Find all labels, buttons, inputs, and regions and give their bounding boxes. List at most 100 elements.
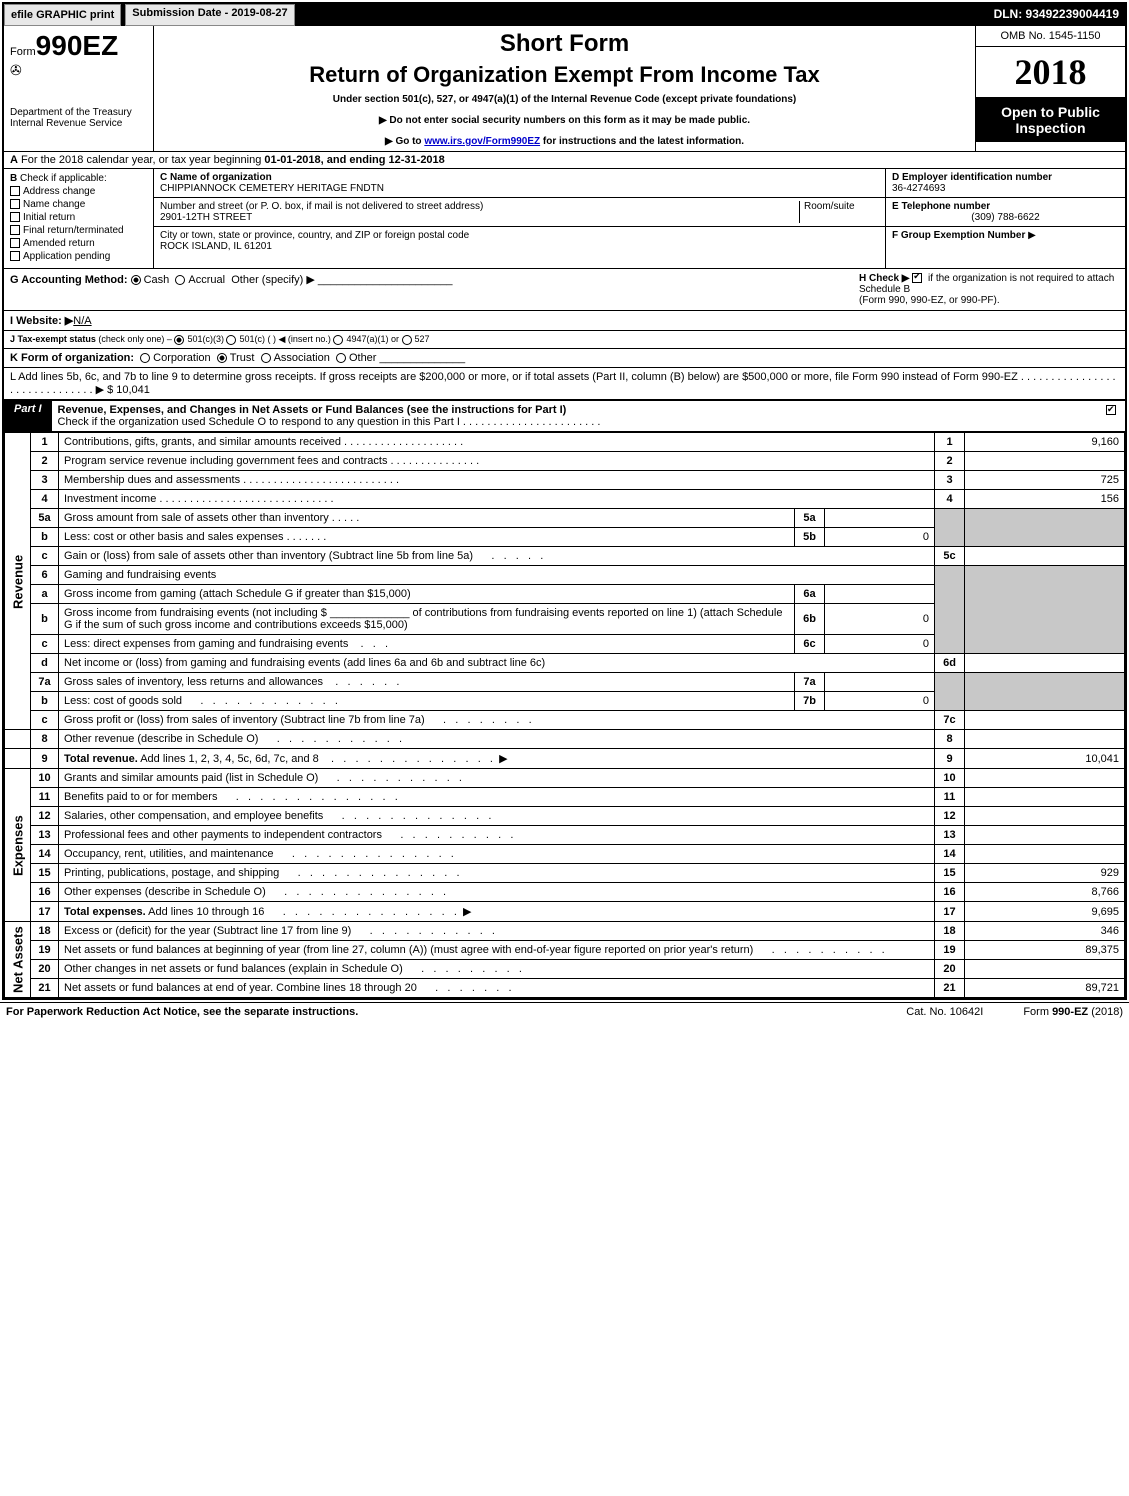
r8-num: 8 bbox=[935, 730, 965, 749]
line-k-label: K Form of organization: bbox=[10, 352, 134, 364]
dept-treasury: Department of the Treasury bbox=[10, 107, 147, 118]
radio-corporation[interactable] bbox=[140, 353, 150, 363]
r16-num: 16 bbox=[935, 883, 965, 902]
radio-accrual-label: Accrual bbox=[188, 274, 225, 286]
grey-7ab-val bbox=[965, 673, 1125, 711]
box-d-label: D Employer identification number bbox=[892, 172, 1052, 183]
box-c-label: C Name of organization bbox=[160, 172, 272, 183]
radio-501c[interactable] bbox=[226, 335, 236, 345]
r4-desc: Investment income bbox=[64, 493, 156, 505]
r8-n: 8 bbox=[31, 730, 59, 749]
row-7c: c Gross profit or (loss) from sales of i… bbox=[5, 711, 1125, 730]
r4-n: 4 bbox=[31, 490, 59, 509]
line-j-label: J Tax-exempt status bbox=[10, 334, 96, 344]
chk-amended-return[interactable] bbox=[10, 238, 20, 248]
r5a-desc: Gross amount from sale of assets other t… bbox=[64, 512, 329, 524]
chk-final-return-label: Final return/terminated bbox=[23, 225, 124, 236]
form-ref: Form 990-EZ (2018) bbox=[1023, 1006, 1123, 1018]
radio-cash[interactable] bbox=[131, 275, 141, 285]
revenue-side-cont2 bbox=[5, 749, 31, 769]
r6b-desc: Gross income from fundraising events (no… bbox=[59, 604, 795, 635]
radio-other-org[interactable] bbox=[336, 353, 346, 363]
radio-association[interactable] bbox=[261, 353, 271, 363]
r2-desc: Program service revenue including govern… bbox=[64, 455, 387, 467]
r12-desc: Salaries, other compensation, and employ… bbox=[64, 810, 323, 822]
r17-val: 9,695 bbox=[965, 902, 1125, 922]
chk-amended-return-label: Amended return bbox=[23, 238, 95, 249]
row-15: 15 Printing, publications, postage, and … bbox=[5, 864, 1125, 883]
r14-val bbox=[965, 845, 1125, 864]
row-5a: 5a Gross amount from sale of assets othe… bbox=[5, 509, 1125, 528]
ein-value: 36-4274693 bbox=[892, 183, 1119, 194]
opt-association: Association bbox=[274, 352, 330, 364]
row-18: Net Assets 18 Excess or (deficit) for th… bbox=[5, 922, 1125, 941]
chk-final-return[interactable] bbox=[10, 225, 20, 235]
r2-num: 2 bbox=[935, 452, 965, 471]
chk-address-change-label: Address change bbox=[23, 186, 95, 197]
row-14: 14 Occupancy, rent, utilities, and maint… bbox=[5, 845, 1125, 864]
city-label: City or town, state or province, country… bbox=[160, 230, 879, 241]
chk-schedule-o-part1[interactable] bbox=[1106, 405, 1116, 415]
accounting-other: Other (specify) ▶ bbox=[231, 274, 315, 286]
chk-application-pending[interactable] bbox=[10, 251, 20, 261]
row-13: 13 Professional fees and other payments … bbox=[5, 826, 1125, 845]
r7b-n: b bbox=[31, 692, 59, 711]
revenue-side-cont bbox=[5, 730, 31, 749]
r1-desc: Contributions, gifts, grants, and simila… bbox=[64, 436, 341, 448]
r6d-val bbox=[965, 654, 1125, 673]
r21-num: 21 bbox=[935, 979, 965, 998]
irs-link[interactable]: www.irs.gov/Form990EZ bbox=[424, 136, 540, 147]
street-address: 2901-12TH STREET bbox=[160, 212, 799, 223]
r20-val bbox=[965, 960, 1125, 979]
chk-name-change[interactable] bbox=[10, 199, 20, 209]
r6b-subval: 0 bbox=[825, 604, 935, 635]
r15-val: 929 bbox=[965, 864, 1125, 883]
r21-n: 21 bbox=[31, 979, 59, 998]
radio-527[interactable] bbox=[402, 335, 412, 345]
open-public-badge: Open to Public Inspection bbox=[976, 98, 1125, 142]
r7c-val bbox=[965, 711, 1125, 730]
box-f-label: F Group Exemption Number bbox=[892, 230, 1025, 241]
radio-4947[interactable] bbox=[333, 335, 343, 345]
r12-num: 12 bbox=[935, 807, 965, 826]
line-i-label: I Website: ▶ bbox=[10, 315, 73, 327]
r6c-desc: Less: direct expenses from gaming and fu… bbox=[64, 638, 348, 650]
r11-desc: Benefits paid to or for members bbox=[64, 791, 217, 803]
r6c-subval: 0 bbox=[825, 635, 935, 654]
line-j-note: (check only one) – bbox=[98, 334, 172, 344]
radio-accrual[interactable] bbox=[175, 275, 185, 285]
chk-schedule-b[interactable] bbox=[912, 273, 922, 283]
r6-n: 6 bbox=[31, 566, 59, 585]
radio-trust[interactable] bbox=[217, 353, 227, 363]
chk-address-change[interactable] bbox=[10, 186, 20, 196]
r6c-sub: 6c bbox=[795, 635, 825, 654]
part-1-title: Revenue, Expenses, and Changes in Net As… bbox=[52, 400, 1100, 432]
chk-initial-return[interactable] bbox=[10, 212, 20, 222]
header-right: OMB No. 1545-1150 2018 Open to Public In… bbox=[975, 26, 1125, 151]
website-value: N/A bbox=[73, 315, 91, 327]
r16-val: 8,766 bbox=[965, 883, 1125, 902]
opt-trust: Trust bbox=[230, 352, 255, 364]
form-header: Form990EZ ✇ Department of the Treasury I… bbox=[4, 26, 1125, 152]
r5c-num: 5c bbox=[935, 547, 965, 566]
row-1: Revenue 1 Contributions, gifts, grants, … bbox=[5, 433, 1125, 452]
r7a-desc: Gross sales of inventory, less returns a… bbox=[64, 676, 323, 688]
r5b-sub: 5b bbox=[795, 528, 825, 547]
row-21: 21 Net assets or fund balances at end of… bbox=[5, 979, 1125, 998]
r19-desc: Net assets or fund balances at beginning… bbox=[64, 944, 753, 956]
r15-n: 15 bbox=[31, 864, 59, 883]
org-name: CHIPPIANNOCK CEMETERY HERITAGE FNDTN bbox=[160, 183, 879, 194]
efile-print-button[interactable]: efile GRAPHIC print bbox=[4, 4, 121, 26]
box-b: B Check if applicable: Address change Na… bbox=[4, 169, 154, 268]
r19-num: 19 bbox=[935, 941, 965, 960]
r1-num: 1 bbox=[935, 433, 965, 452]
r13-num: 13 bbox=[935, 826, 965, 845]
r6a-sub: 6a bbox=[795, 585, 825, 604]
no-ssn-notice: ▶ Do not enter social security numbers o… bbox=[164, 115, 965, 126]
page-footer: For Paperwork Reduction Act Notice, see … bbox=[0, 1002, 1129, 1021]
r15-desc: Printing, publications, postage, and shi… bbox=[64, 867, 279, 879]
radio-501c3[interactable] bbox=[174, 335, 184, 345]
r6b-sub: 6b bbox=[795, 604, 825, 635]
row-9: 9 Total revenue. Add lines 1, 2, 3, 4, 5… bbox=[5, 749, 1125, 769]
box-f-arrow: ▶ bbox=[1028, 230, 1036, 241]
